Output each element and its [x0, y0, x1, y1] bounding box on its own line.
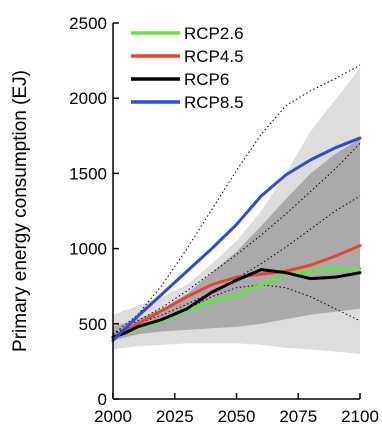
x-tick-label: 2100	[341, 407, 379, 426]
y-tick-label: 500	[79, 315, 107, 334]
y-tick-label: 0	[98, 390, 107, 409]
series-line-rcp8-5	[111, 136, 362, 342]
x-tick-label: 2000	[94, 407, 132, 426]
rcp-series-lines	[111, 136, 362, 342]
dotted-reference-line-1	[112, 64, 361, 335]
y-tick-label: 1000	[69, 240, 107, 259]
dotted-reference-lines	[112, 64, 361, 337]
y-tick-label: 1500	[69, 164, 107, 183]
series-line-rcp6	[111, 268, 362, 339]
uncertainty-bands	[113, 68, 360, 354]
dotted-reference-line-3	[112, 195, 361, 335]
x-ticks: 2000 2025 2050 2075 2100	[94, 393, 379, 426]
y-tick-label: 2500	[69, 14, 107, 33]
legend-label-rcp2-6: RCP2.6	[184, 24, 244, 43]
y-ticks: 0 500 1000 1500 2000 2500	[69, 14, 119, 409]
y-axis-title: Primary energy consumption (EJ)	[10, 70, 31, 352]
y-tick-label: 2000	[69, 89, 107, 108]
dotted-reference-line-4	[112, 284, 361, 337]
legend-label-rcp4-5: RCP4.5	[184, 47, 244, 66]
legend-label-rcp6: RCP6	[184, 70, 229, 89]
x-tick-label: 2075	[279, 407, 317, 426]
x-tick-label: 2050	[218, 407, 256, 426]
legend-label-rcp8-5: RCP8.5	[184, 93, 244, 112]
legend: RCP2.6 RCP4.5 RCP6 RCP8.5	[131, 24, 244, 112]
uncertainty-band-2	[113, 138, 360, 341]
x-tick-label: 2025	[156, 407, 194, 426]
series-line-rcp4-5	[111, 244, 362, 339]
